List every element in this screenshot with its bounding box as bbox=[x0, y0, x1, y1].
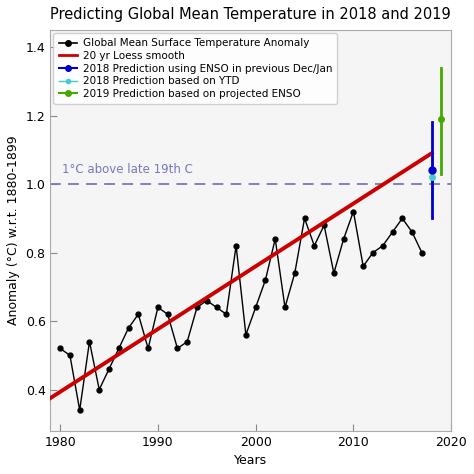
X-axis label: Years: Years bbox=[234, 454, 267, 467]
Y-axis label: Anomaly (°C) w.r.t. 1880-1899: Anomaly (°C) w.r.t. 1880-1899 bbox=[7, 136, 20, 325]
Text: 1°C above late 19th C: 1°C above late 19th C bbox=[62, 163, 193, 175]
Title: Predicting Global Mean Temperature in 2018 and 2019: Predicting Global Mean Temperature in 20… bbox=[50, 7, 451, 22]
Legend: Global Mean Surface Temperature Anomaly, 20 yr Loess smooth, 2018 Prediction usi: Global Mean Surface Temperature Anomaly,… bbox=[54, 33, 337, 104]
